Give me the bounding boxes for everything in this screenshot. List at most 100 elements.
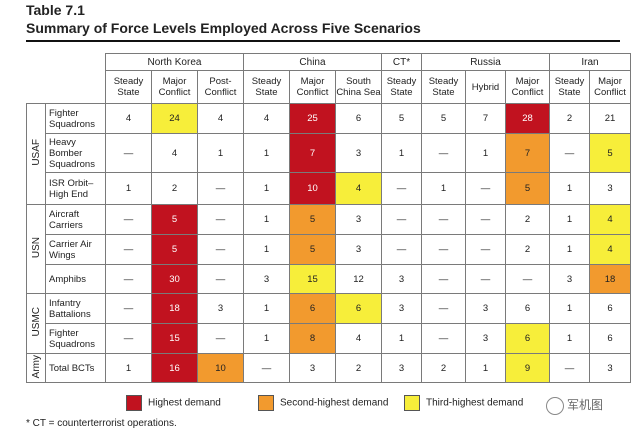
table-cell: 2 xyxy=(335,353,382,383)
table-cell: — xyxy=(243,353,290,383)
table-cell: 15 xyxy=(289,264,336,294)
column-header: Major Conflict xyxy=(589,70,631,104)
table-row: Amphibs —30—3 15 12 3— — —3 18 xyxy=(27,264,631,294)
table-cell: 8 xyxy=(289,323,336,354)
table-cell: 4 xyxy=(197,103,244,134)
table-cell: 1 xyxy=(105,172,152,205)
table-cell: 5 xyxy=(289,234,336,265)
legend-label: Third-highest demand xyxy=(426,397,524,409)
table-row: USN Aircraft Carriers —5—1 5 3— — —2 1 4 xyxy=(26,204,631,294)
legend-label: Second-highest demand xyxy=(280,397,389,409)
table-cell: 6 xyxy=(505,293,550,324)
legend-item-third-highest: Third-highest demand xyxy=(404,395,523,411)
table-row: ISR Orbit–High End 1 2—1 10 4—1—5 1 3 xyxy=(27,172,631,205)
table-cell: 5 xyxy=(151,204,198,235)
table-cell: 5 xyxy=(289,204,336,235)
table-cell: 9 xyxy=(505,353,550,383)
column-header: Major Conflict xyxy=(151,70,198,104)
table-cell: — xyxy=(197,172,244,205)
table-cell: 5 xyxy=(505,172,550,205)
table-cell: 3 xyxy=(381,264,422,294)
table-cell: — xyxy=(105,323,152,354)
table-cell: — xyxy=(465,204,506,235)
table-cell: 2 xyxy=(505,234,550,265)
service-label-text: USAF xyxy=(30,139,42,166)
table-cell: — xyxy=(197,204,244,235)
table-cell: 1 xyxy=(549,234,590,265)
table-cell: — xyxy=(421,234,466,265)
table-cell: 3 xyxy=(465,323,506,354)
table-title: Summary of Force Levels Employed Across … xyxy=(26,20,421,36)
table-cell: 1 xyxy=(549,323,590,354)
table-cell: 5 xyxy=(589,133,631,173)
table-cell: 1 xyxy=(381,133,422,173)
table-cell: 1 xyxy=(465,133,506,173)
table-cell: 4 xyxy=(589,234,631,265)
service-label: USMC xyxy=(26,293,46,354)
column-header: South China Sea xyxy=(335,70,382,104)
table-cell: 16 xyxy=(151,353,198,383)
table-cell: 1 xyxy=(243,172,290,205)
table-cell: 5 xyxy=(151,234,198,265)
table-cell: 2 xyxy=(505,204,550,235)
table-cell: 4 xyxy=(105,103,152,134)
table-cell: 1 xyxy=(105,353,152,383)
service-label-text: USN xyxy=(30,236,42,259)
row-label: Amphibs xyxy=(45,264,106,294)
table-cell: 1 xyxy=(243,234,290,265)
table-cell: — xyxy=(197,323,244,354)
table-cell: — xyxy=(421,323,466,354)
table-cell: 18 xyxy=(151,293,198,324)
table-cell: — xyxy=(465,264,506,294)
table-cell: 10 xyxy=(289,172,336,205)
service-label: USAF xyxy=(26,103,46,205)
table-cell: 3 xyxy=(335,234,382,265)
table-row: USMC Infantry Battalions —18 3 1 6 6 3—3 6 1 6 xyxy=(26,293,631,354)
table-cell: — xyxy=(105,234,152,265)
scenario-header: North Korea xyxy=(105,53,244,71)
legend-swatch xyxy=(404,395,420,411)
table-cell: 7 xyxy=(289,133,336,173)
table-cell: 1 xyxy=(549,172,590,205)
table-cell: 7 xyxy=(505,133,550,173)
table-cell: 1 xyxy=(243,204,290,235)
table-cell: 7 xyxy=(465,103,506,134)
table-cell: 18 xyxy=(589,264,631,294)
scenario-header: CT* xyxy=(381,53,422,71)
table-cell: — xyxy=(549,353,590,383)
table-row: Heavy Bomber Squadrons —4 1 1 7 3 1—1 7—5 xyxy=(27,133,631,173)
table-cell: — xyxy=(197,234,244,265)
table-cell: 6 xyxy=(589,323,631,354)
scenario-header: China xyxy=(243,53,382,71)
table-cell: — xyxy=(197,264,244,294)
table-cell: — xyxy=(421,133,466,173)
table-cell: 6 xyxy=(335,103,382,134)
table-cell: — xyxy=(105,133,152,173)
legend-label: Highest demand xyxy=(148,397,221,409)
column-header: Major Conflict xyxy=(289,70,336,104)
wechat-logo-icon xyxy=(546,396,564,415)
table-cell: 2 xyxy=(151,172,198,205)
table-cell: 1 xyxy=(197,133,244,173)
row-label: ISR Orbit–High End xyxy=(45,172,106,205)
table-cell: — xyxy=(465,172,506,205)
table-cell: 4 xyxy=(243,103,290,134)
table-cell: 24 xyxy=(151,103,198,134)
legend-item-highest: Highest demand xyxy=(126,395,221,411)
table-cell: — xyxy=(381,204,422,235)
column-header: Steady State xyxy=(549,70,590,104)
table-cell: — xyxy=(465,234,506,265)
legend-item-second-highest: Second-highest demand xyxy=(258,395,388,411)
table-cell: 1 xyxy=(549,293,590,324)
table-cell: 1 xyxy=(465,353,506,383)
table-cell: 1 xyxy=(421,172,466,205)
table-cell: 4 xyxy=(589,204,631,235)
table-row: Fighter Squadrons —15—1 8 4 1—3 6 1 6 xyxy=(27,323,631,354)
table-cell: 3 xyxy=(335,204,382,235)
table-cell: 1 xyxy=(243,323,290,354)
table-cell: 1 xyxy=(243,133,290,173)
table-cell: 4 xyxy=(335,172,382,205)
column-header: Major Conflict xyxy=(505,70,550,104)
table-cell: — xyxy=(549,133,590,173)
column-header: Steady State xyxy=(421,70,466,104)
